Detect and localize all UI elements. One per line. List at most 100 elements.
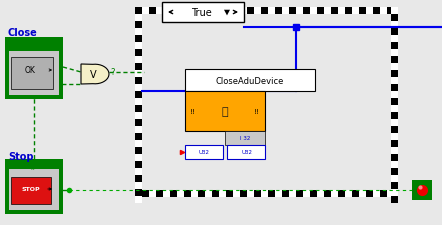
- Bar: [135, 196, 142, 203]
- Bar: [185, 145, 223, 159]
- Text: ⬛: ⬛: [222, 106, 229, 117]
- Text: True: True: [191, 8, 211, 18]
- Text: OK: OK: [25, 66, 35, 75]
- Bar: [135, 106, 142, 112]
- Bar: [391, 154, 398, 161]
- Bar: [324, 8, 331, 15]
- Text: STOP: STOP: [22, 187, 40, 192]
- Bar: [5, 38, 63, 99]
- Bar: [391, 99, 398, 106]
- Bar: [391, 78, 398, 85]
- Bar: [163, 190, 170, 197]
- Bar: [310, 8, 317, 15]
- Bar: [345, 190, 352, 197]
- Bar: [391, 29, 398, 36]
- Bar: [268, 8, 275, 15]
- Bar: [303, 190, 310, 197]
- Bar: [391, 50, 398, 57]
- Bar: [185, 92, 265, 131]
- Bar: [135, 133, 142, 140]
- Bar: [338, 8, 345, 15]
- Bar: [391, 15, 398, 22]
- Bar: [135, 71, 142, 78]
- Bar: [135, 64, 142, 71]
- Text: !!: !!: [254, 108, 260, 115]
- Bar: [412, 180, 432, 200]
- Bar: [170, 190, 177, 197]
- Bar: [135, 154, 142, 161]
- Polygon shape: [224, 11, 230, 16]
- Text: ?: ?: [111, 68, 115, 77]
- Bar: [135, 29, 142, 36]
- Text: CloseAduDevice: CloseAduDevice: [216, 76, 284, 85]
- Bar: [9, 169, 59, 210]
- Bar: [366, 190, 373, 197]
- Bar: [391, 57, 398, 64]
- Bar: [135, 8, 142, 15]
- Bar: [177, 8, 184, 15]
- Bar: [275, 190, 282, 197]
- Bar: [391, 161, 398, 168]
- Bar: [205, 8, 212, 15]
- Bar: [331, 8, 338, 15]
- Bar: [135, 92, 142, 99]
- Bar: [135, 57, 142, 64]
- Bar: [142, 190, 149, 197]
- Bar: [338, 190, 345, 197]
- Bar: [163, 8, 170, 15]
- Bar: [391, 196, 398, 203]
- Bar: [380, 8, 387, 15]
- Bar: [352, 8, 359, 15]
- Bar: [149, 190, 156, 197]
- Bar: [391, 182, 398, 189]
- Bar: [345, 8, 352, 15]
- Bar: [254, 190, 261, 197]
- Bar: [247, 190, 254, 197]
- Bar: [135, 22, 142, 29]
- Bar: [391, 175, 398, 182]
- Bar: [9, 52, 59, 96]
- Bar: [135, 50, 142, 57]
- Bar: [275, 8, 282, 15]
- Bar: [391, 22, 398, 29]
- Bar: [366, 8, 373, 15]
- Bar: [240, 8, 247, 15]
- Text: Stop: Stop: [8, 151, 34, 161]
- Text: U32: U32: [198, 150, 210, 155]
- Bar: [387, 190, 394, 197]
- Bar: [135, 43, 142, 50]
- Bar: [391, 168, 398, 175]
- Bar: [135, 147, 142, 154]
- Bar: [391, 112, 398, 119]
- Bar: [331, 190, 338, 197]
- Bar: [387, 8, 394, 15]
- Bar: [247, 8, 254, 15]
- Bar: [391, 71, 398, 78]
- Bar: [135, 112, 142, 119]
- Bar: [352, 190, 359, 197]
- Bar: [310, 190, 317, 197]
- Text: V: V: [90, 70, 96, 80]
- Bar: [135, 140, 142, 147]
- Bar: [205, 190, 212, 197]
- Text: TF: TF: [30, 166, 38, 171]
- Bar: [212, 8, 219, 15]
- Bar: [135, 126, 142, 133]
- Bar: [156, 190, 163, 197]
- Bar: [162, 3, 244, 23]
- Bar: [5, 159, 63, 214]
- Bar: [198, 8, 205, 15]
- Bar: [282, 8, 289, 15]
- Bar: [268, 190, 275, 197]
- Bar: [254, 8, 261, 15]
- Text: U32: U32: [241, 150, 252, 155]
- Text: !!: !!: [190, 108, 196, 115]
- Bar: [135, 85, 142, 92]
- Bar: [170, 8, 177, 15]
- Bar: [394, 8, 398, 15]
- Bar: [142, 8, 149, 15]
- Bar: [380, 190, 387, 197]
- Bar: [11, 177, 51, 204]
- Bar: [391, 189, 398, 196]
- Bar: [142, 15, 391, 190]
